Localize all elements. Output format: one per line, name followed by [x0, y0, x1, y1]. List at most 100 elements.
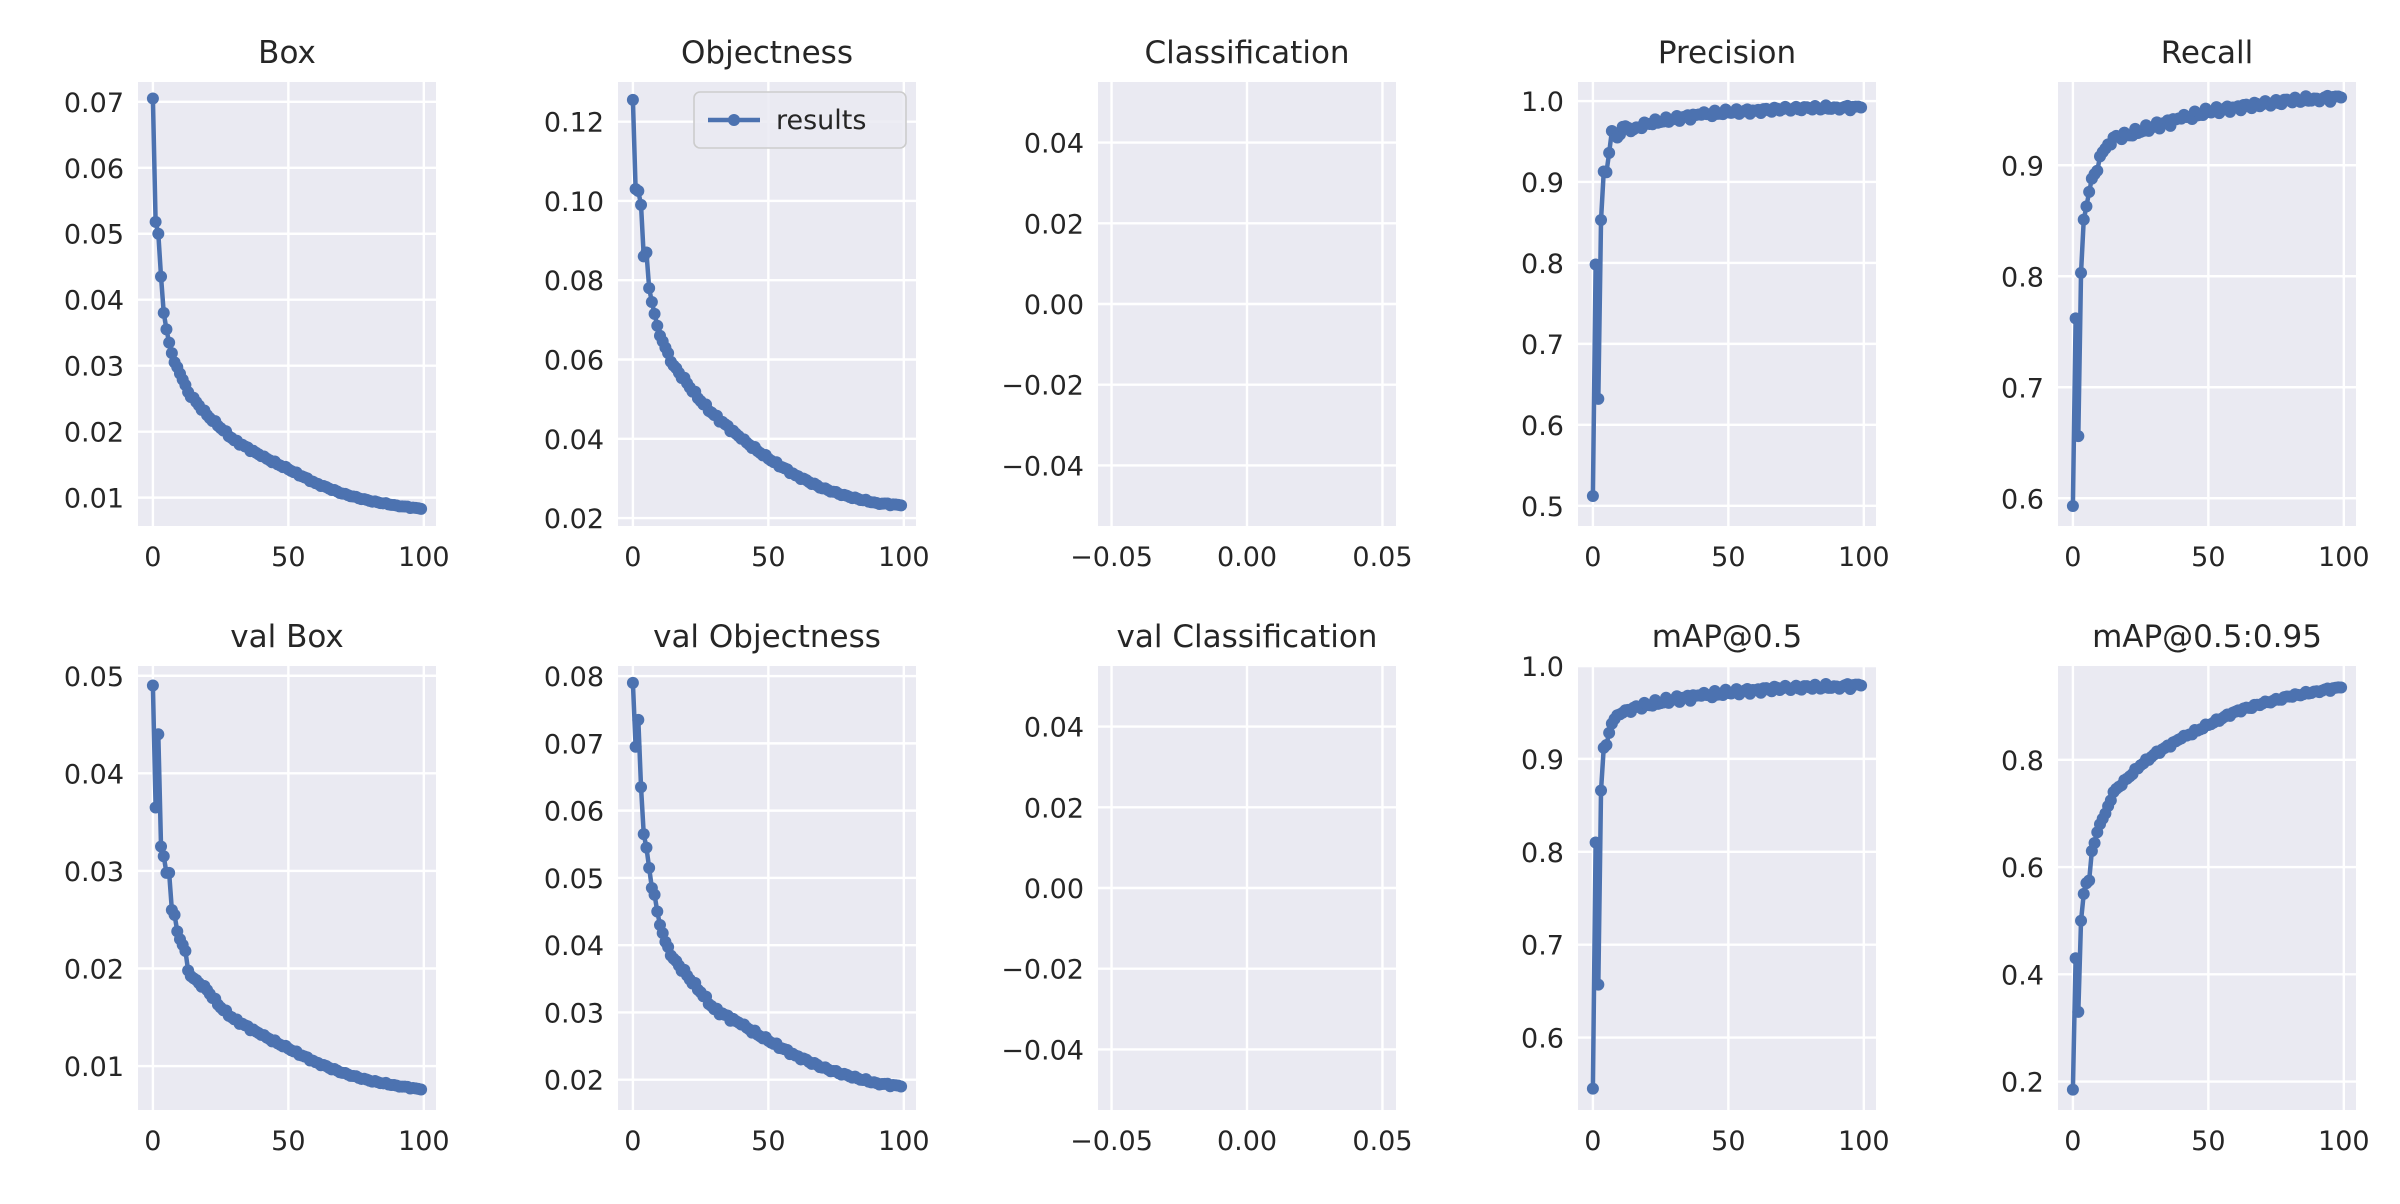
data-point [635, 198, 648, 211]
y-tick-label: 0.02 [64, 955, 124, 986]
subplot-title: Box [258, 35, 316, 71]
data-point [632, 185, 645, 198]
data-point [2077, 213, 2090, 226]
y-tick-label: 0.9 [1521, 745, 1564, 776]
data-point [629, 740, 642, 753]
x-tick-label: 50 [2191, 542, 2225, 573]
y-tick-label: 0.10 [544, 187, 604, 218]
y-tick-label: 0.02 [544, 1066, 604, 1097]
x-tick-label: 50 [1711, 542, 1745, 573]
data-point [1595, 784, 1608, 797]
y-tick-label: 0.05 [544, 864, 604, 895]
x-tick-label: 0 [144, 542, 161, 573]
y-tick-label: 0.8 [1521, 838, 1564, 869]
subplot-title: mAP@0.5 [1652, 619, 1802, 655]
y-tick-label: 0.5 [1521, 492, 1564, 523]
data-point [155, 840, 168, 853]
x-tick-label: 0 [624, 542, 641, 573]
x-tick-label: 50 [751, 542, 785, 573]
x-tick-label: 100 [2318, 1126, 2370, 1157]
data-point [155, 270, 168, 283]
data-point [2088, 836, 2101, 849]
subplot-val-box: 0 50 100 0.01 0.02 0.03 0.04 0.05 val Box [64, 619, 450, 1157]
data-point [2072, 1005, 2085, 1018]
subplot-title: val Classification [1117, 619, 1378, 655]
x-tick-label: 100 [2318, 542, 2370, 573]
subplot-title: Objectness [681, 35, 853, 71]
subplot-title: mAP@0.5:0.95 [2092, 619, 2322, 655]
data-point [651, 905, 664, 918]
data-point [626, 676, 639, 689]
x-tick-label: 100 [878, 1126, 930, 1157]
y-tick-label: 0.02 [1024, 209, 1084, 240]
legend-box [693, 91, 907, 149]
subplot-val-objectness: 0 50 100 0.02 0.03 0.04 0.05 0.06 0.07 0.08 val Ob… [544, 619, 930, 1157]
subplot-box: 0 50 100 0.01 0.02 0.03 0.04 0.05 0.06 0.07 Box [64, 35, 450, 573]
series-results [2066, 681, 2348, 1096]
y-tick-label: 0.05 [64, 662, 124, 693]
data-point [1600, 166, 1613, 179]
subplot-map-0-5-0-95: 0 50 100 0.2 0.4 0.6 0.8 mAP@0.5:0.95 [2001, 619, 2370, 1157]
legend: results [693, 91, 907, 149]
data-point [2075, 914, 2088, 927]
subplot-map-0-5: 0 50 100 0.6 0.7 0.8 0.9 1.0 mAP@0.5 [1521, 619, 1890, 1157]
subplot-val-classification: −0.05 0.00 0.05 −0.04 −0.02 0.00 0.02 0.04 val C… [1001, 619, 1412, 1157]
x-tick-label: 100 [1838, 1126, 1890, 1157]
data-point [149, 801, 162, 814]
data-point [640, 246, 653, 259]
y-tick-label: 0.07 [544, 729, 604, 760]
data-point [895, 499, 908, 512]
y-tick-label: 0.8 [1521, 249, 1564, 280]
y-tick-label: 0.7 [1521, 931, 1564, 962]
subplot-title: val Objectness [653, 619, 881, 655]
data-point [632, 713, 645, 726]
x-tick-label: 0.00 [1217, 1126, 1277, 1157]
subplot-classification: −0.05 0.00 0.05 −0.04 −0.02 0.00 0.02 0.04 Class… [1001, 35, 1412, 573]
x-tick-label: 50 [271, 1126, 305, 1157]
y-tick-label: 0.04 [64, 286, 124, 317]
subplot-title: Recall [2161, 35, 2254, 71]
data-point [1855, 101, 1868, 114]
data-point [1855, 679, 1868, 692]
y-tick-label: 0.01 [64, 484, 124, 515]
y-tick-label: 0.07 [64, 88, 124, 119]
data-point [643, 861, 656, 874]
y-tick-label: 0.12 [544, 108, 604, 139]
data-point [2069, 952, 2082, 965]
y-tick-label: −0.02 [1001, 371, 1084, 402]
y-tick-label: 0.08 [544, 662, 604, 693]
data-point [1603, 146, 1616, 159]
y-tick-label: 0.6 [1521, 1024, 1564, 1055]
data-point [2066, 1083, 2079, 1096]
subplot-title: Precision [1658, 35, 1796, 71]
y-tick-label: −0.04 [1001, 451, 1084, 482]
data-point [1592, 392, 1605, 405]
y-tick-label: 0.6 [2001, 853, 2044, 884]
y-tick-label: 0.06 [544, 346, 604, 377]
y-tick-label: 0.01 [64, 1052, 124, 1083]
x-tick-label: 0 [2064, 1126, 2081, 1157]
y-tick-label: −0.04 [1001, 1035, 1084, 1066]
data-point [635, 781, 648, 794]
y-tick-label: 0.4 [2001, 960, 2044, 991]
data-point [152, 227, 165, 240]
y-tick-label: 0.05 [64, 220, 124, 251]
x-tick-label: 100 [878, 542, 930, 573]
y-tick-label: 0.00 [1024, 290, 1084, 321]
y-tick-label: 0.7 [2001, 373, 2044, 404]
data-point [149, 215, 162, 228]
plot-area [1578, 666, 1876, 1110]
x-tick-label: 50 [2191, 1126, 2225, 1157]
x-tick-label: −0.05 [1070, 542, 1153, 573]
plot-area [138, 666, 436, 1110]
subplot-title: Classification [1144, 35, 1349, 71]
data-point [157, 850, 170, 863]
data-point [2075, 266, 2088, 279]
data-point [645, 296, 658, 309]
legend-label: results [776, 105, 866, 136]
plot-area [2058, 82, 2356, 526]
data-point [2072, 430, 2085, 443]
subplot-precision: 0 50 100 0.5 0.6 0.7 0.8 0.9 1.0 Precision [1521, 35, 1890, 573]
y-tick-label: 1.0 [1521, 652, 1564, 683]
data-point [637, 828, 650, 841]
